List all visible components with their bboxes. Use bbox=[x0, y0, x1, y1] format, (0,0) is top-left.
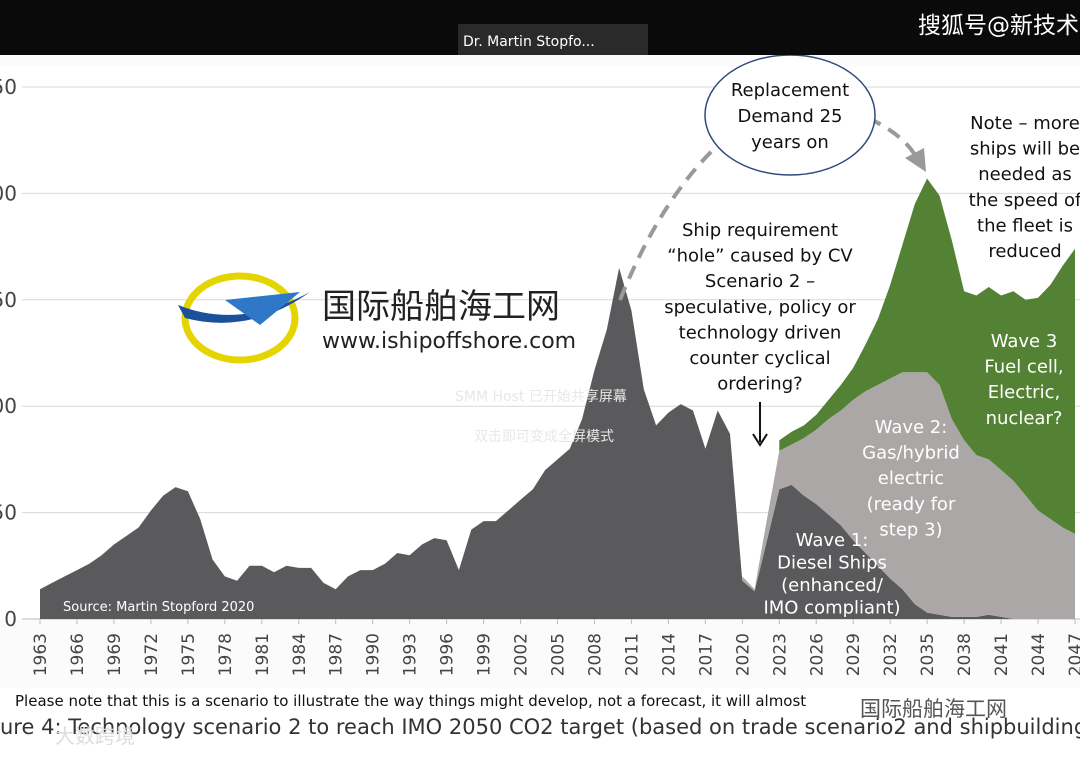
annotation: Gas/hybrid bbox=[862, 443, 960, 464]
x-tick-label: 1993 bbox=[401, 633, 421, 676]
presenter: Dr. Martin Stopfo... bbox=[463, 34, 595, 50]
area bbox=[779, 178, 1075, 534]
x-tick-label: 1975 bbox=[179, 633, 199, 676]
x-tick-label: 1972 bbox=[142, 633, 162, 676]
x-tick-label: 1966 bbox=[68, 633, 88, 676]
x-tick-label: 2026 bbox=[807, 633, 827, 676]
y-tick-label: 250 bbox=[0, 75, 17, 99]
watermark: 国际船舶海工网 bbox=[860, 697, 1007, 721]
annotation: ordering? bbox=[717, 374, 802, 395]
x-tick-label: 1984 bbox=[290, 633, 310, 676]
x-tick-label: 2041 bbox=[992, 633, 1012, 676]
x-tick-label: 2047 bbox=[1066, 633, 1080, 676]
annotation: counter cyclical bbox=[689, 348, 830, 369]
annotation: “hole” caused by CV bbox=[667, 246, 853, 267]
x-tick-label: 1996 bbox=[438, 633, 458, 676]
annotation: Demand 25 bbox=[738, 106, 843, 127]
annotation: ships will be bbox=[970, 139, 1080, 160]
x-tick-label: 1981 bbox=[253, 633, 273, 676]
annotation: Note – more bbox=[970, 113, 1080, 134]
annotation: Ship requirement bbox=[682, 220, 838, 241]
footer-bg bbox=[0, 688, 1080, 757]
y-tick-label: 150 bbox=[0, 288, 17, 312]
annotation: Wave 3 bbox=[991, 331, 1058, 352]
caption: ure 4: Technology scenario 2 to reach IM… bbox=[0, 715, 1080, 739]
annotation: IMO compliant) bbox=[763, 598, 900, 619]
x-tick-label: 2002 bbox=[512, 633, 532, 676]
logo-text: 国际船舶海工网 bbox=[322, 287, 560, 327]
footnote: Please note that this is a scenario to i… bbox=[15, 692, 806, 710]
annotation: Replacement bbox=[731, 80, 849, 101]
x-tick-label: 1990 bbox=[364, 633, 384, 676]
x-tick-label: 2020 bbox=[733, 633, 753, 676]
x-tick-label: 2044 bbox=[1029, 633, 1049, 676]
dashed-arrow bbox=[618, 143, 720, 301]
annotation: (ready for bbox=[867, 494, 956, 515]
x-tick-label: 1978 bbox=[216, 633, 236, 676]
x-tick-label: 1969 bbox=[105, 633, 125, 676]
annotation: reduced bbox=[988, 241, 1061, 262]
annotation: technology driven bbox=[679, 322, 842, 343]
annotation: needed as bbox=[978, 164, 1072, 185]
x-tick-label: 2008 bbox=[585, 633, 605, 676]
y-tick-label: 50 bbox=[0, 501, 17, 525]
annotation: Fuel cell, bbox=[984, 357, 1063, 378]
annotation: Scenario 2 – bbox=[705, 271, 815, 292]
x-tick-label: 2035 bbox=[918, 633, 938, 676]
annotation: Electric, bbox=[988, 382, 1060, 403]
source: Source: Martin Stopford 2020 bbox=[63, 600, 254, 615]
annotation: Wave 2: bbox=[875, 417, 948, 438]
down-arrow-head bbox=[752, 433, 768, 447]
y-tick-label: 0 bbox=[4, 607, 17, 631]
area bbox=[742, 372, 1075, 619]
name-tag bbox=[458, 24, 648, 55]
x-tick-label: 2014 bbox=[659, 633, 679, 676]
x-tick-label: 2038 bbox=[955, 633, 975, 676]
x-tick-label: 2032 bbox=[881, 633, 901, 676]
x-tick-label: 1999 bbox=[475, 633, 495, 676]
annotation: the speed of bbox=[969, 190, 1080, 211]
annotation: the fleet is bbox=[977, 215, 1073, 236]
share-notice: 双击即可变成全屏模式 bbox=[474, 428, 614, 445]
annotation: Diesel Ships bbox=[777, 553, 887, 574]
logo-url: www.ishipoffshore.com bbox=[322, 329, 576, 354]
area bbox=[40, 267, 1075, 619]
share-notice: SMM Host 已开始共享屏幕 bbox=[455, 388, 627, 405]
x-tick-label: 2017 bbox=[696, 633, 716, 676]
annotation: electric bbox=[878, 468, 944, 489]
annotation: Wave 1: bbox=[796, 530, 869, 551]
watermark: 大数跨境 bbox=[55, 724, 135, 748]
x-tick-label: 2011 bbox=[622, 633, 642, 676]
annotation: nuclear? bbox=[986, 408, 1063, 429]
annotation: years on bbox=[751, 132, 829, 153]
x-tick-label: 1987 bbox=[327, 633, 347, 676]
annotation: (enhanced/ bbox=[781, 575, 884, 596]
sohu-watermark: 搜狐号@新技术 bbox=[918, 13, 1079, 39]
x-tick-label: 1963 bbox=[31, 633, 51, 676]
x-tick-label: 2029 bbox=[844, 633, 864, 676]
arrow-head bbox=[905, 148, 926, 172]
annotation: step 3) bbox=[879, 519, 942, 540]
y-tick-label: 100 bbox=[0, 394, 17, 418]
logo-sail bbox=[225, 292, 300, 325]
x-tick-label: 2005 bbox=[549, 633, 569, 676]
annotation: speculative, policy or bbox=[664, 297, 856, 318]
x-tick-label: 2023 bbox=[770, 633, 790, 676]
y-tick-label: 200 bbox=[0, 181, 17, 205]
logo-wave bbox=[178, 292, 310, 323]
